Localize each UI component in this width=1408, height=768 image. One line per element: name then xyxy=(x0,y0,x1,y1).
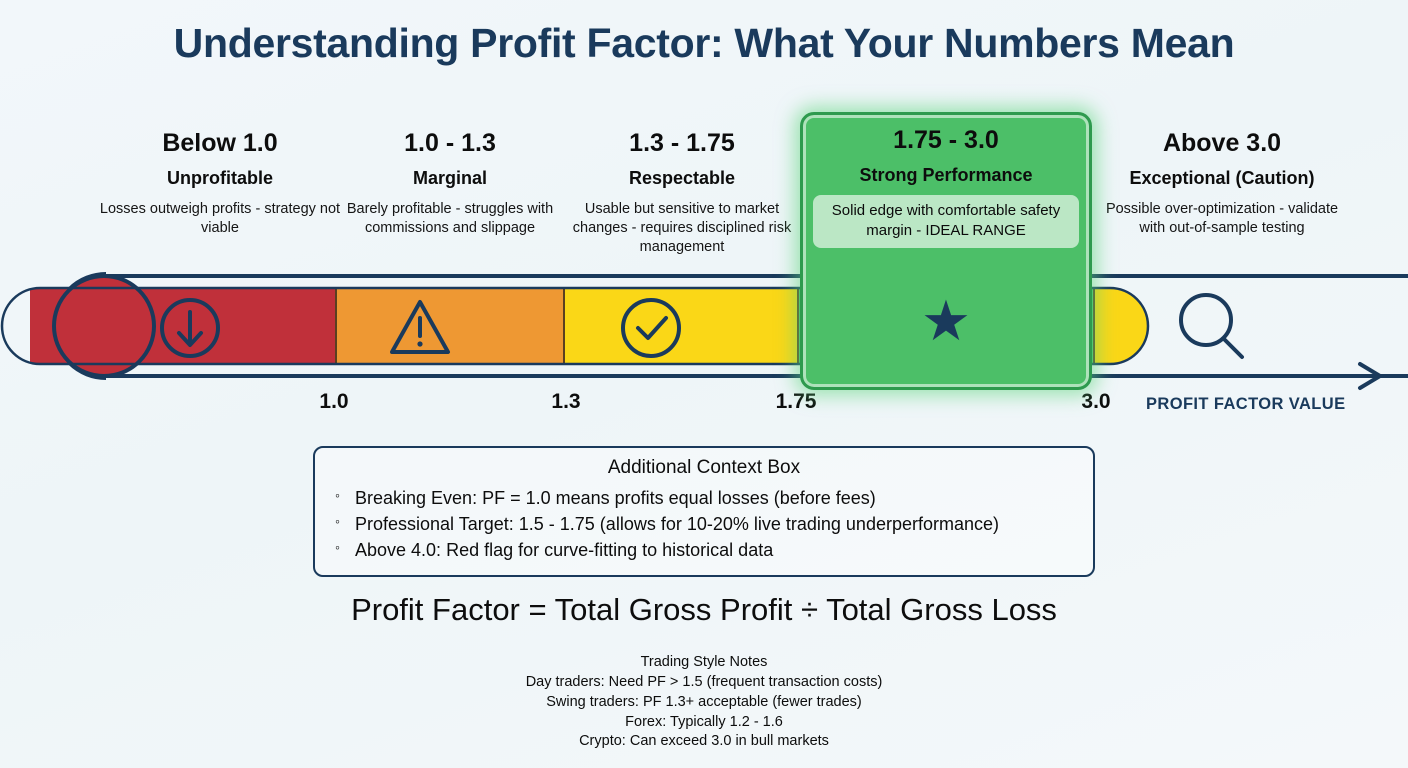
bullet-icon: ◦ xyxy=(335,487,340,503)
category-verdict-label: Exceptional (Caution) xyxy=(1129,167,1315,188)
category-detail-text: Usable but sensitive to market changes -… xyxy=(572,201,792,256)
profit-factor-formula: Profit Factor = Total Gross Profit ÷ Tot… xyxy=(351,592,1057,627)
notes-line: Swing traders: PF 1.3+ acceptable (fewer… xyxy=(546,693,862,710)
category-detail-text: Barely profitable - struggles with commi… xyxy=(346,201,554,237)
category-header-row: Below 1.0 Unprofitable Losses outweigh p… xyxy=(0,112,1408,390)
list-item: ◦ Breaking Even: PF = 1.0 means profits … xyxy=(333,485,1075,511)
gauge-bands xyxy=(30,288,1148,364)
magnifier-icon xyxy=(1179,293,1244,359)
category-detail-text: Possible over-optimization - validate wi… xyxy=(1105,201,1339,237)
axis-arrow-icon xyxy=(106,362,1382,390)
notes-heading: Trading Style Notes xyxy=(640,654,768,670)
down-arrow-circle-icon xyxy=(160,298,220,358)
category-column-below-1-0: Below 1.0 Unprofitable Losses outweigh p… xyxy=(96,122,344,238)
list-item: ◦ Professional Target: 1.5 - 1.75 (allow… xyxy=(333,511,1075,537)
category-column-1-3-1-75: 1.3 - 1.75 Respectable Usable but sensit… xyxy=(566,122,798,258)
category-verdict-label: Unprofitable xyxy=(167,167,273,188)
category-detail-text: Losses outweigh profits - strategy not v… xyxy=(99,201,341,237)
category-range-label: Above 3.0 xyxy=(1162,129,1282,157)
context-box-list: ◦ Breaking Even: PF = 1.0 means profits … xyxy=(333,485,1075,563)
trading-style-notes: Trading Style Notes Day traders: Need PF… xyxy=(0,653,1408,752)
axis-tick-row: 1.0 1.3 1.75 3.0 xyxy=(0,390,1408,420)
warning-triangle-icon xyxy=(390,300,450,354)
bullet-icon: ◦ xyxy=(335,539,340,556)
category-verdict-label: Respectable xyxy=(628,167,736,188)
category-verdict-label: Strong Performance xyxy=(859,164,1033,185)
axis-title: PROFIT FACTOR VALUE xyxy=(1146,395,1346,413)
axis-tick-1-75: 1.75 xyxy=(775,390,817,413)
category-column-above-3-0: Above 3.0 Exceptional (Caution) Possible… xyxy=(1098,122,1346,238)
context-box-title: Additional Context Box xyxy=(607,457,801,478)
category-column-1-0-1-3: 1.0 - 1.3 Marginal Barely profitable - s… xyxy=(340,122,560,238)
notes-line: Forex: Typically 1.2 - 1.6 xyxy=(625,713,783,730)
category-range-label: 1.3 - 1.75 xyxy=(629,129,735,157)
check-circle-icon xyxy=(621,298,681,358)
category-range-label: Below 1.0 xyxy=(162,129,278,157)
gauge-tube-border xyxy=(0,286,1150,366)
bullet-icon: ◦ xyxy=(335,513,340,530)
category-column-1-75-3-0-highlighted[interactable]: 1.75 - 3.0 Strong Performance Solid edge… xyxy=(800,112,1092,390)
list-item-text: Professional Target: 1.5 - 1.75 (allows … xyxy=(355,514,1000,535)
list-item-text: Breaking Even: PF = 1.0 means profits eq… xyxy=(355,488,876,508)
star-icon: ★ xyxy=(920,289,972,352)
thermometer-bulb xyxy=(52,274,156,378)
axis-tick-1-0: 1.0 xyxy=(319,390,349,413)
axis-tick-3-0: 3.0 xyxy=(1081,390,1111,413)
category-verdict-label: Marginal xyxy=(412,167,487,188)
gauge-band-orange xyxy=(336,288,564,364)
category-range-label: 1.75 - 3.0 xyxy=(893,126,999,154)
additional-context-box: Additional Context Box ◦ Breaking Even: … xyxy=(313,446,1095,578)
notes-line: Day traders: Need PF > 1.5 (frequent tra… xyxy=(525,673,883,690)
gauge-band-yellow xyxy=(564,288,798,364)
category-range-label: 1.0 - 1.3 xyxy=(404,129,496,157)
list-item: ◦ Above 4.0: Red flag for curve-fitting … xyxy=(333,537,1075,563)
profit-factor-gauge xyxy=(0,258,1408,398)
notes-line: Crypto: Can exceed 3.0 in bull markets xyxy=(579,733,829,750)
category-detail-text: Solid edge with comfortable safety margi… xyxy=(813,195,1079,248)
list-item-text: Above 4.0: Red flag for curve-fitting to… xyxy=(355,540,774,561)
axis-tick-1-3: 1.3 xyxy=(551,390,581,413)
page-title: Understanding Profit Factor: What Your N… xyxy=(173,20,1235,66)
